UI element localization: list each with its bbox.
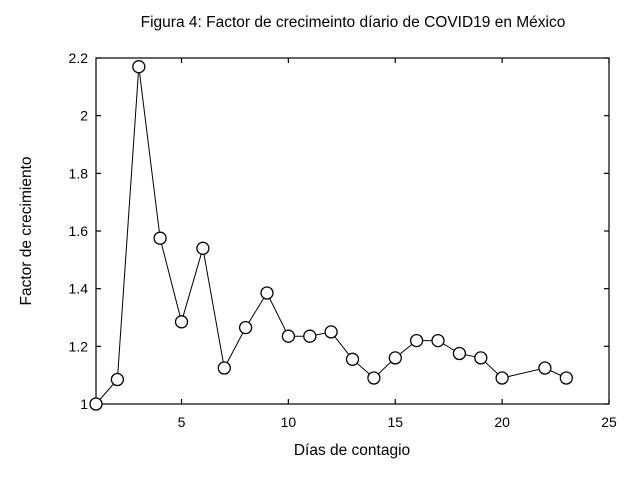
data-point (89, 397, 103, 411)
x-tick-label: 20 (494, 414, 510, 430)
data-point (367, 371, 381, 385)
data-point (132, 60, 146, 74)
x-tick-label: 5 (178, 414, 186, 430)
data-point (217, 361, 231, 375)
plot-frame (95, 57, 610, 405)
data-point (153, 231, 167, 245)
y-axis-label: Factor de crecimiento (18, 156, 35, 306)
y-tick-label: 1 (80, 396, 88, 412)
data-point (452, 346, 467, 361)
data-point (538, 361, 552, 375)
x-tick-label: 15 (387, 414, 403, 430)
data-point (431, 333, 445, 348)
data-point (281, 329, 296, 343)
data-point (409, 333, 424, 348)
data-point (388, 351, 402, 365)
data-point (260, 286, 274, 300)
data-point (303, 329, 317, 343)
data-line (95, 66, 567, 405)
data-point (559, 371, 573, 385)
data-point (238, 320, 253, 335)
x-tick-label: 25 (601, 414, 617, 430)
data-point (474, 351, 488, 365)
data-point (345, 352, 360, 366)
y-tick-label: 2 (80, 108, 88, 124)
x-tick-label: 10 (281, 414, 297, 430)
data-point (174, 315, 189, 329)
y-tick-label: 2.2 (69, 50, 89, 66)
data-point (495, 371, 509, 385)
data-point (110, 372, 125, 387)
data-point (324, 325, 338, 339)
y-tick-label: 1.4 (69, 281, 89, 297)
y-tick-label: 1.8 (69, 165, 89, 181)
y-tick-label: 1.2 (69, 338, 89, 354)
chart-title: Figura 4: Factor de crecimeinto díario d… (140, 14, 566, 31)
data-point (196, 241, 210, 255)
y-tick-label: 1.6 (69, 223, 89, 239)
x-axis-label: Días de contagio (293, 442, 411, 459)
